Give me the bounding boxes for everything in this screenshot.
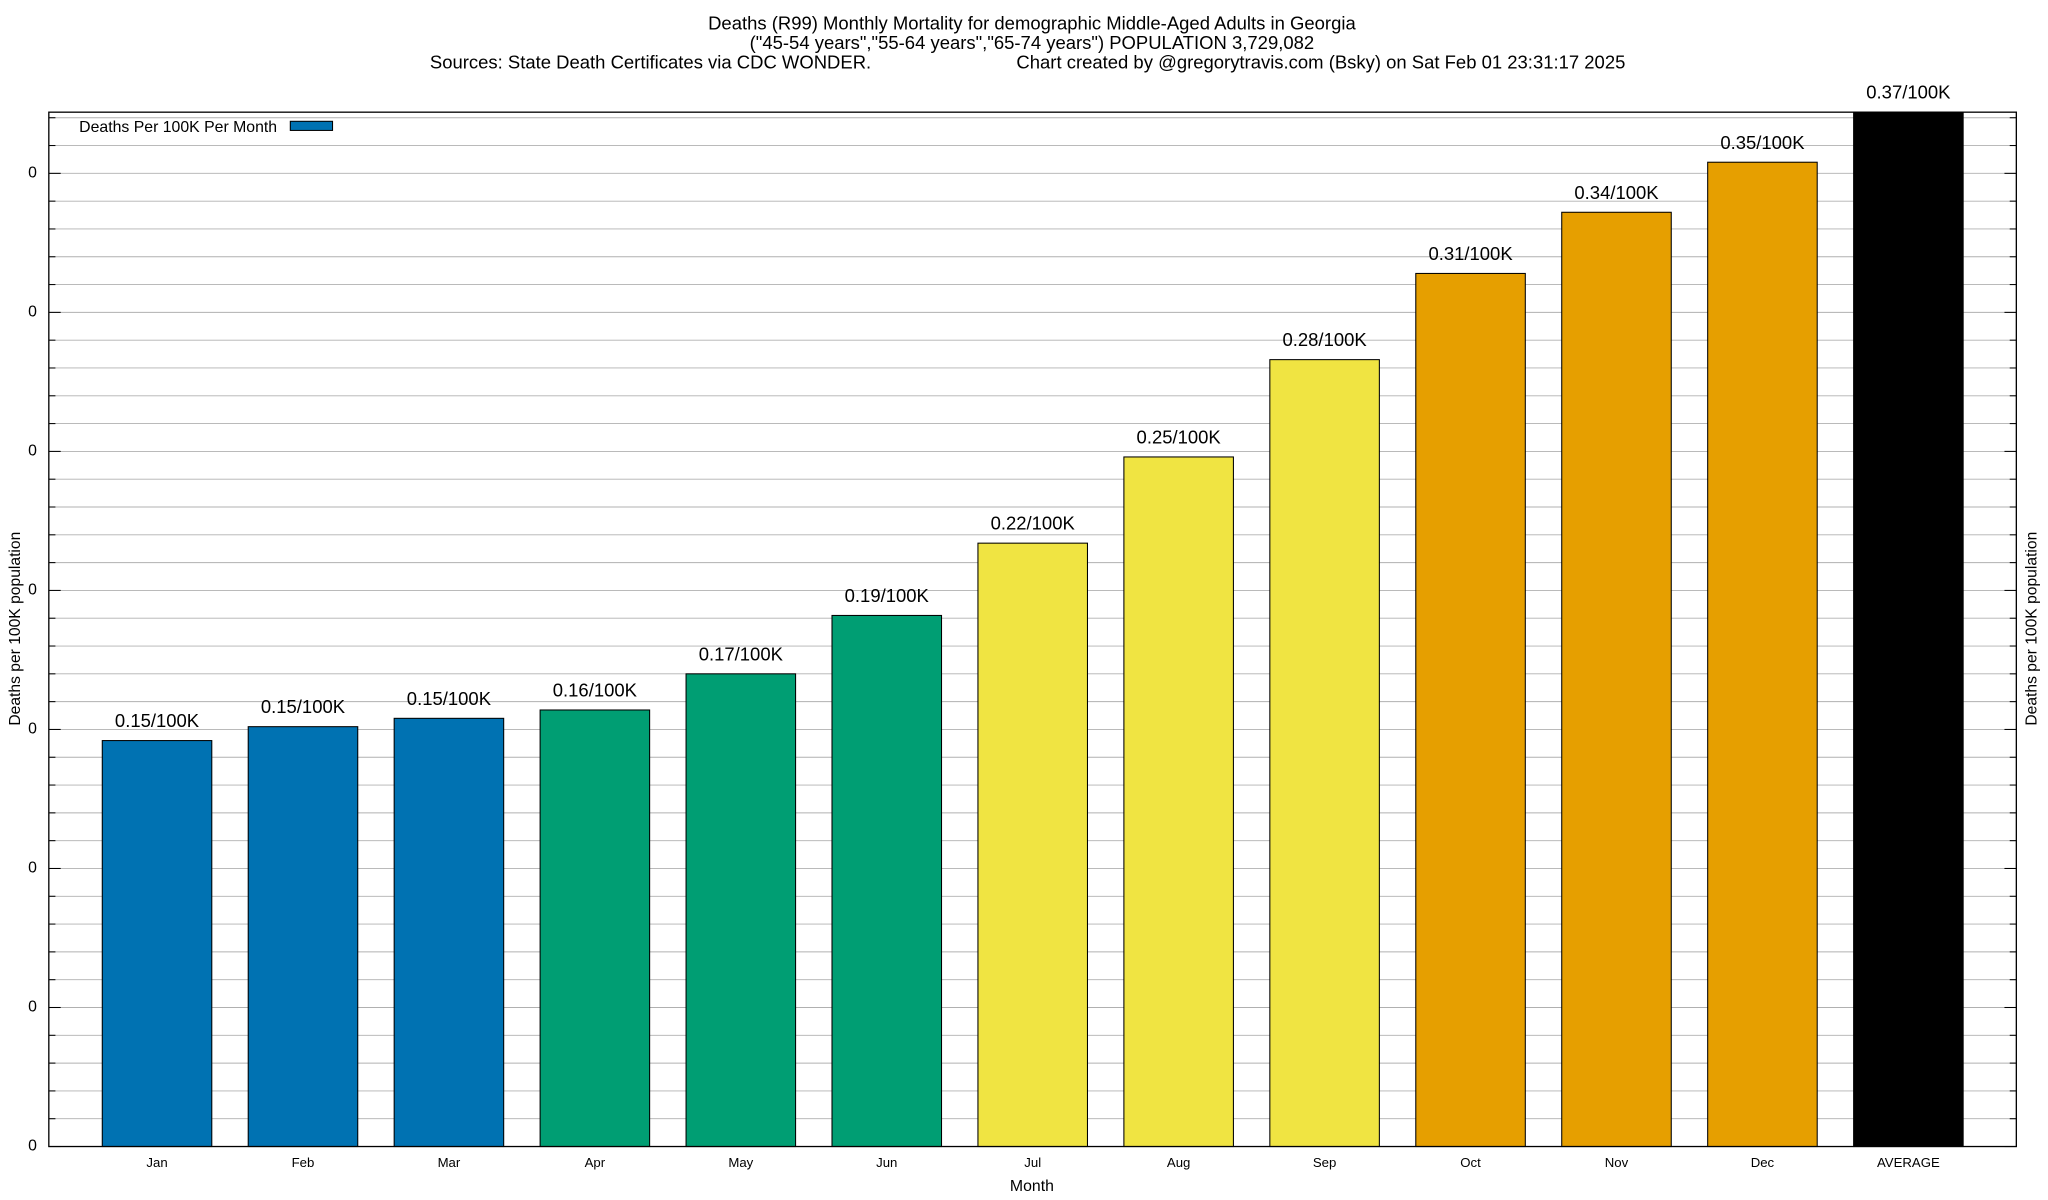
data-label: 0.15/100K xyxy=(115,710,200,731)
x-tick-label: Mar xyxy=(438,1155,461,1170)
bar xyxy=(393,717,505,1148)
y-tick-label: 0 xyxy=(28,999,37,1016)
x-tick-label: Jan xyxy=(146,1155,167,1170)
chart-subtitle: ("45-54 years","55-64 years","65-74 year… xyxy=(750,32,1315,53)
chart-title: Deaths (R99) Monthly Mortality for demog… xyxy=(708,13,1356,34)
bar xyxy=(1853,111,1964,1148)
bar xyxy=(1123,456,1234,1148)
bar xyxy=(1561,211,1672,1148)
x-tick-label: Aug xyxy=(1167,1155,1190,1170)
legend-label: Deaths Per 100K Per Month xyxy=(79,119,277,136)
y-tick-label: 0 xyxy=(28,721,37,738)
bar xyxy=(1269,359,1380,1148)
data-label: 0.15/100K xyxy=(261,696,346,717)
bar xyxy=(831,614,943,1148)
x-tick-label: Apr xyxy=(585,1155,606,1170)
x-tick-label: Sep xyxy=(1313,1155,1336,1170)
x-tick-label: Feb xyxy=(292,1155,315,1170)
bar xyxy=(247,726,359,1148)
bar xyxy=(1415,272,1526,1148)
credit: Chart created by @gregorytravis.com (Bsk… xyxy=(1016,52,1625,73)
x-tick-label: Dec xyxy=(1751,1155,1775,1170)
data-label: 0.16/100K xyxy=(553,680,638,701)
x-tick-label: Jul xyxy=(1024,1155,1041,1170)
y-tick-label: 0 xyxy=(28,1138,37,1155)
data-label: 0.17/100K xyxy=(699,643,784,664)
data-label: 0.19/100K xyxy=(845,585,930,606)
data-label: 0.35/100K xyxy=(1720,132,1805,153)
legend-swatch xyxy=(289,120,334,131)
bar xyxy=(539,709,651,1148)
x-tick-label: May xyxy=(728,1155,753,1170)
y-axis-label: Deaths per 100K population xyxy=(7,532,24,726)
plot-frame xyxy=(48,111,2017,1148)
bar xyxy=(1707,161,1818,1148)
data-label: 0.25/100K xyxy=(1137,427,1222,448)
data-label: 0.22/100K xyxy=(991,513,1076,534)
data-label: 0.31/100K xyxy=(1428,243,1513,264)
x-tick-label: Jun xyxy=(876,1155,897,1170)
x-tick-label: Oct xyxy=(1460,1155,1481,1170)
data-label: 0.15/100K xyxy=(407,688,492,709)
y-tick-label: 0 xyxy=(28,304,37,321)
data-label: 0.28/100K xyxy=(1283,329,1368,350)
x-axis-label: Month xyxy=(1010,1178,1054,1195)
y2-axis-label: Deaths per 100K population xyxy=(2023,532,2040,726)
bar xyxy=(685,673,797,1148)
x-tick-label: AVERAGE xyxy=(1877,1155,1940,1170)
y-tick-label: 0 xyxy=(28,582,37,599)
y-tick-label: 0 xyxy=(28,860,37,877)
x-tick-label: Nov xyxy=(1605,1155,1629,1170)
data-label: 0.34/100K xyxy=(1574,182,1659,203)
y-tick-label: 0 xyxy=(28,443,37,460)
y-tick-label: 0 xyxy=(28,165,37,182)
data-label: 0.37/100K xyxy=(1866,82,1951,103)
bar xyxy=(101,740,213,1148)
bar xyxy=(977,542,1088,1148)
source: Sources: State Death Certificates via CD… xyxy=(430,52,871,73)
